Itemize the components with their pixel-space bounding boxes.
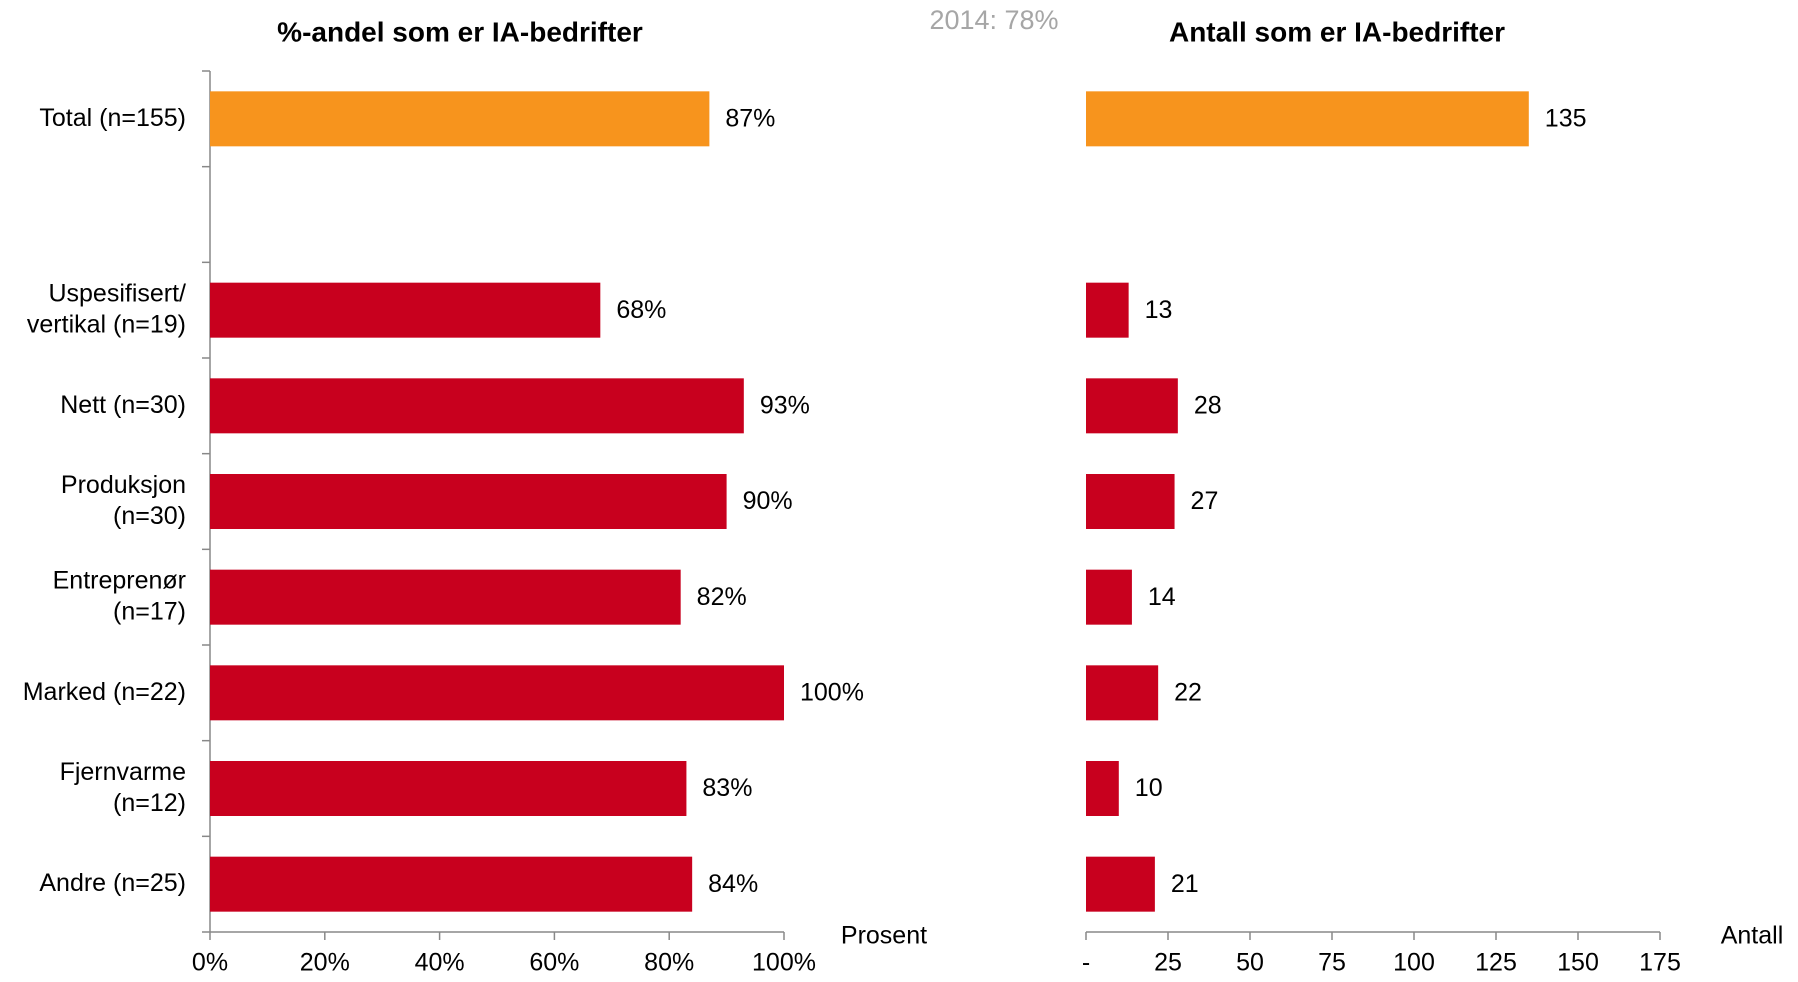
x-tick-label: 80% — [644, 949, 694, 977]
data-label: 10 — [1135, 774, 1163, 802]
data-label: 90% — [743, 487, 793, 515]
y-tick-label: Nett (n=30) — [60, 390, 186, 418]
bar — [210, 856, 693, 912]
data-label: 93% — [760, 391, 810, 419]
data-label: 83% — [702, 774, 752, 802]
y-tick-label: Fjernvarme (n=12) — [60, 758, 186, 817]
bar — [1086, 91, 1529, 147]
data-label: 27 — [1191, 487, 1219, 515]
x-tick-label: 100 — [1393, 949, 1435, 977]
data-label: 82% — [697, 583, 747, 611]
data-label: 28 — [1194, 391, 1222, 419]
bar — [1086, 378, 1178, 434]
y-tick-label: Entreprenør (n=17) — [53, 566, 186, 625]
x-axis-label: Antall — [1721, 922, 1784, 950]
bar — [210, 91, 710, 147]
annotation: 2014: 78% — [929, 5, 1058, 35]
bar — [1086, 569, 1132, 625]
x-tick-label: 175 — [1639, 949, 1681, 977]
x-tick-label: 75 — [1318, 949, 1346, 977]
data-label: 13 — [1145, 296, 1173, 324]
data-label: 68% — [616, 296, 666, 324]
x-tick-label: 100% — [752, 949, 816, 977]
data-label: 21 — [1171, 870, 1199, 898]
data-label: 135 — [1545, 104, 1587, 132]
x-tick-label: 150 — [1557, 949, 1599, 977]
bar — [1086, 665, 1159, 721]
bar — [1086, 761, 1119, 816]
chart-title: %-andel som er IA-bedrifter — [277, 16, 643, 47]
data-label: 14 — [1148, 583, 1176, 611]
bar — [210, 665, 784, 721]
bar — [1086, 474, 1175, 529]
bar — [210, 761, 687, 816]
y-tick-label: Andre (n=25) — [39, 869, 186, 897]
data-label: 22 — [1174, 678, 1202, 706]
x-tick-label: 25 — [1154, 949, 1182, 977]
bar — [210, 474, 727, 529]
x-tick-label: - — [1082, 949, 1090, 977]
bar — [210, 378, 744, 434]
x-axis-label: Prosent — [841, 922, 927, 950]
bar — [1086, 282, 1129, 338]
y-tick-label: Total (n=155) — [39, 103, 186, 131]
data-label: 84% — [708, 870, 758, 898]
data-label: 100% — [800, 678, 864, 706]
y-tick-label: Marked (n=22) — [23, 677, 186, 705]
x-tick-label: 50 — [1236, 949, 1264, 977]
y-tick-label: Uspesifisert/vertikal (n=19) — [27, 279, 186, 338]
x-tick-label: 60% — [529, 949, 579, 977]
y-tick-label: Produksjon (n=30) — [61, 471, 186, 530]
x-tick-label: 125 — [1475, 949, 1517, 977]
x-tick-label: 20% — [300, 949, 350, 977]
bar — [210, 569, 681, 625]
x-tick-label: 0% — [192, 949, 228, 977]
bar — [210, 282, 601, 338]
x-tick-label: 40% — [415, 949, 465, 977]
data-label: 87% — [725, 104, 775, 132]
chart-title: Antall som er IA-bedrifter — [1169, 16, 1505, 47]
bar — [1086, 856, 1155, 912]
